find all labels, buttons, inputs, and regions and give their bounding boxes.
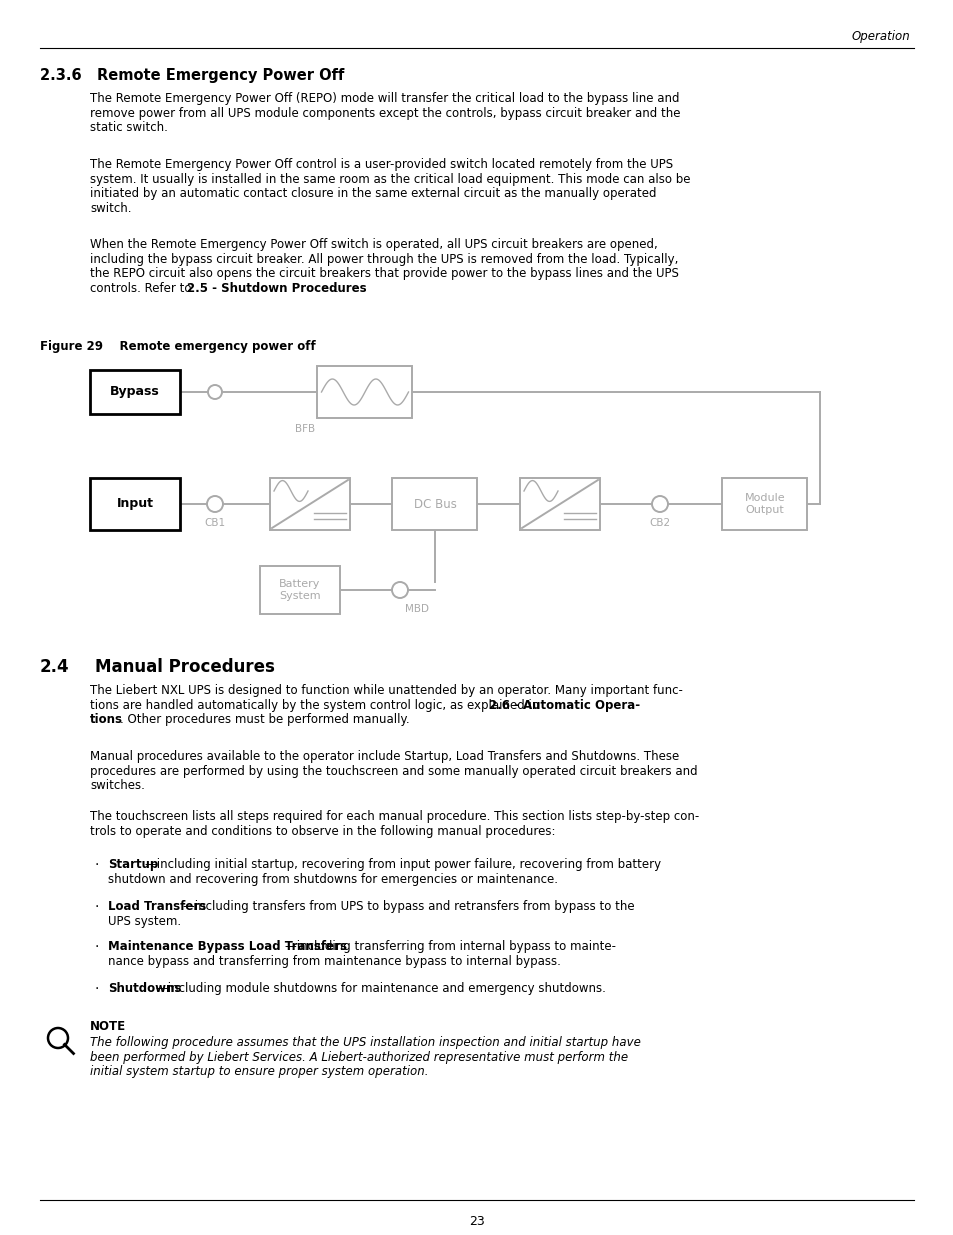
Text: Bypass: Bypass — [110, 385, 160, 399]
Text: controls. Refer to: controls. Refer to — [90, 282, 195, 294]
Text: —including initial startup, recovering from input power failure, recovering from: —including initial startup, recovering f… — [145, 858, 660, 871]
Text: trols to operate and conditions to observe in the following manual procedures:: trols to operate and conditions to obser… — [90, 825, 555, 837]
Text: UPS system.: UPS system. — [108, 914, 181, 927]
Text: Load Transfers: Load Transfers — [108, 900, 206, 913]
Text: 2.5 - Shutdown Procedures: 2.5 - Shutdown Procedures — [187, 282, 366, 294]
Text: the REPO circuit also opens the circuit breakers that provide power to the bypas: the REPO circuit also opens the circuit … — [90, 267, 679, 280]
Text: Startup: Startup — [108, 858, 158, 871]
Text: static switch.: static switch. — [90, 121, 168, 135]
Text: DC Bus: DC Bus — [414, 498, 456, 510]
Text: . Other procedures must be performed manually.: . Other procedures must be performed man… — [120, 713, 409, 726]
Text: 2.6 - Automatic Opera-: 2.6 - Automatic Opera- — [489, 699, 639, 711]
Text: tions are handled automatically by the system control logic, as explained in: tions are handled automatically by the s… — [90, 699, 542, 711]
Text: ·: · — [95, 858, 99, 872]
Text: —including module shutdowns for maintenance and emergency shutdowns.: —including module shutdowns for maintena… — [156, 982, 605, 995]
Circle shape — [48, 1028, 68, 1049]
Text: Manual procedures available to the operator include Startup, Load Transfers and : Manual procedures available to the opera… — [90, 750, 679, 763]
Text: initial system startup to ensure proper system operation.: initial system startup to ensure proper … — [90, 1065, 428, 1078]
Circle shape — [208, 385, 222, 399]
Text: system. It usually is installed in the same room as the critical load equipment.: system. It usually is installed in the s… — [90, 173, 690, 185]
Text: Module
Output: Module Output — [744, 493, 784, 515]
Text: initiated by an automatic contact closure in the same external circuit as the ma: initiated by an automatic contact closur… — [90, 186, 656, 200]
Text: ·: · — [95, 940, 99, 953]
Text: Input: Input — [116, 498, 153, 510]
Text: including the bypass circuit breaker. All power through the UPS is removed from : including the bypass circuit breaker. Al… — [90, 252, 678, 266]
Bar — [270, 478, 350, 530]
Bar — [519, 478, 599, 530]
Text: remove power from all UPS module components except the controls, bypass circuit : remove power from all UPS module compone… — [90, 106, 679, 120]
Text: The Liebert NXL UPS is designed to function while unattended by an operator. Man: The Liebert NXL UPS is designed to funct… — [90, 684, 682, 697]
Bar — [392, 478, 477, 530]
Text: 2.3.6   Remote Emergency Power Off: 2.3.6 Remote Emergency Power Off — [40, 68, 344, 83]
Text: MBD: MBD — [405, 604, 429, 614]
Text: nance bypass and transferring from maintenance bypass to internal bypass.: nance bypass and transferring from maint… — [108, 955, 560, 967]
Text: Battery
System: Battery System — [279, 579, 320, 600]
Text: The Remote Emergency Power Off control is a user-provided switch located remotel: The Remote Emergency Power Off control i… — [90, 158, 673, 170]
Text: BFB: BFB — [294, 424, 314, 433]
Text: tions: tions — [90, 713, 123, 726]
Text: NOTE: NOTE — [90, 1020, 126, 1032]
Text: ·: · — [95, 982, 99, 995]
Text: —including transfers from UPS to bypass and retransfers from bypass to the: —including transfers from UPS to bypass … — [183, 900, 634, 913]
Bar — [260, 566, 339, 614]
Text: Operation: Operation — [850, 30, 909, 43]
Text: When the Remote Emergency Power Off switch is operated, all UPS circuit breakers: When the Remote Emergency Power Off swit… — [90, 238, 657, 251]
Text: CB1: CB1 — [204, 517, 225, 529]
Text: shutdown and recovering from shutdowns for emergencies or maintenance.: shutdown and recovering from shutdowns f… — [108, 872, 558, 885]
Text: 23: 23 — [469, 1215, 484, 1228]
Text: .: . — [335, 282, 338, 294]
Text: Shutdowns: Shutdowns — [108, 982, 181, 995]
Text: The touchscreen lists all steps required for each manual procedure. This section: The touchscreen lists all steps required… — [90, 810, 699, 823]
Bar — [90, 370, 180, 414]
Circle shape — [651, 496, 667, 513]
Text: CB2: CB2 — [649, 517, 670, 529]
Text: switches.: switches. — [90, 779, 145, 792]
Text: Figure 29    Remote emergency power off: Figure 29 Remote emergency power off — [40, 340, 315, 353]
Text: switch.: switch. — [90, 201, 132, 215]
Text: The following procedure assumes that the UPS installation inspection and initial: The following procedure assumes that the… — [90, 1036, 640, 1049]
Text: Maintenance Bypass Load Transfers: Maintenance Bypass Load Transfers — [108, 940, 347, 953]
Text: ·: · — [95, 900, 99, 914]
Text: The Remote Emergency Power Off (REPO) mode will transfer the critical load to th: The Remote Emergency Power Off (REPO) mo… — [90, 91, 679, 105]
Text: 2.4: 2.4 — [40, 658, 70, 676]
Text: procedures are performed by using the touchscreen and some manually operated cir: procedures are performed by using the to… — [90, 764, 697, 778]
Text: Manual Procedures: Manual Procedures — [95, 658, 274, 676]
Text: —including transferring from internal bypass to mainte-: —including transferring from internal by… — [284, 940, 615, 953]
Text: been performed by Liebert Services. A Liebert-authorized representative must per: been performed by Liebert Services. A Li… — [90, 1051, 627, 1063]
Bar — [90, 478, 180, 530]
Circle shape — [392, 582, 408, 598]
Bar — [317, 366, 412, 417]
Circle shape — [207, 496, 223, 513]
Bar — [721, 478, 806, 530]
